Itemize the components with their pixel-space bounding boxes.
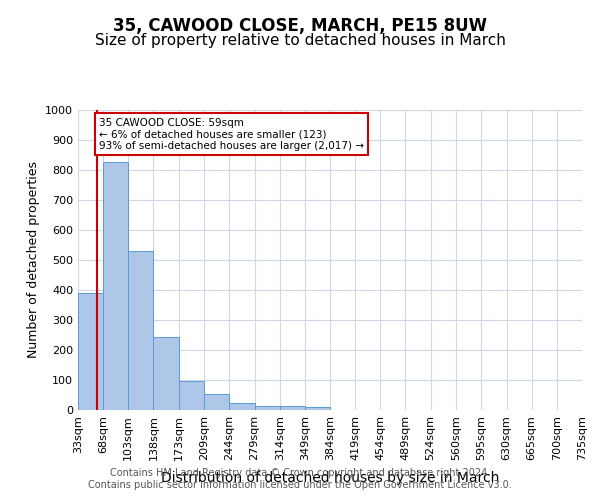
Bar: [78, 293, 103, 410]
Bar: [305, 407, 330, 410]
Bar: [254, 406, 280, 410]
Bar: [128, 251, 154, 410]
Bar: [154, 338, 179, 410]
Text: 35 CAWOOD CLOSE: 59sqm
← 6% of detached houses are smaller (123)
93% of semi-det: 35 CAWOOD CLOSE: 59sqm ← 6% of detached …: [99, 118, 364, 150]
Bar: [103, 162, 128, 410]
Text: 35, CAWOOD CLOSE, MARCH, PE15 8UW: 35, CAWOOD CLOSE, MARCH, PE15 8UW: [113, 18, 487, 36]
Bar: [205, 394, 229, 410]
Text: Size of property relative to detached houses in March: Size of property relative to detached ho…: [95, 32, 505, 48]
Bar: [179, 381, 205, 410]
Text: Contains HM Land Registry data © Crown copyright and database right 2024.
Contai: Contains HM Land Registry data © Crown c…: [88, 468, 512, 490]
Bar: [280, 406, 305, 410]
X-axis label: Distribution of detached houses by size in March: Distribution of detached houses by size …: [161, 471, 499, 485]
Y-axis label: Number of detached properties: Number of detached properties: [26, 162, 40, 358]
Bar: [229, 404, 254, 410]
